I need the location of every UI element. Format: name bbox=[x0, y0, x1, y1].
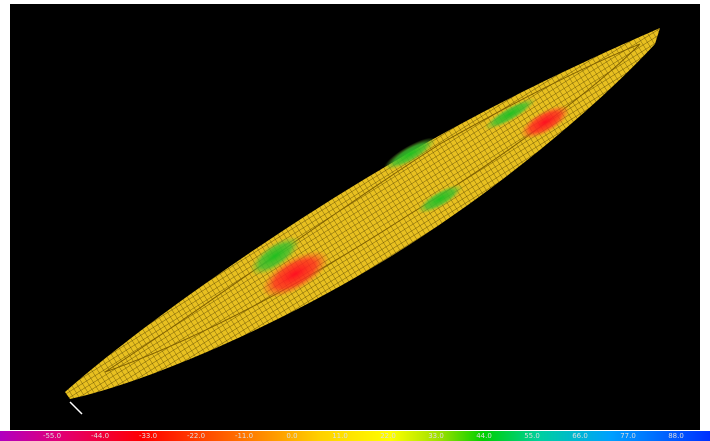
legend-label: -33.0 bbox=[139, 431, 157, 441]
legend-label: 22.0 bbox=[380, 431, 396, 441]
legend-label: 77.0 bbox=[620, 431, 636, 441]
page: -55.0 -44.0 -33.0 -22.0 -11.0 0.0 11.0 22.0 33.0… bbox=[0, 0, 710, 441]
axis-triad bbox=[70, 402, 82, 414]
legend-label: -22.0 bbox=[187, 431, 205, 441]
legend-label: 55.0 bbox=[524, 431, 540, 441]
legend-label: 44.0 bbox=[476, 431, 492, 441]
hull-model bbox=[10, 4, 700, 430]
legend-label: 66.0 bbox=[572, 431, 588, 441]
legend-label: 0.0 bbox=[286, 431, 297, 441]
legend-label: 88.0 bbox=[668, 431, 684, 441]
viewport bbox=[10, 4, 700, 430]
legend-label: -11.0 bbox=[235, 431, 253, 441]
color-legend: -55.0 -44.0 -33.0 -22.0 -11.0 0.0 11.0 22.0 33.0… bbox=[0, 431, 710, 441]
legend-label: -55.0 bbox=[43, 431, 61, 441]
legend-label: -44.0 bbox=[91, 431, 109, 441]
legend-label: 11.0 bbox=[332, 431, 348, 441]
legend-label: 33.0 bbox=[428, 431, 444, 441]
hull-deck bbox=[105, 44, 640, 372]
